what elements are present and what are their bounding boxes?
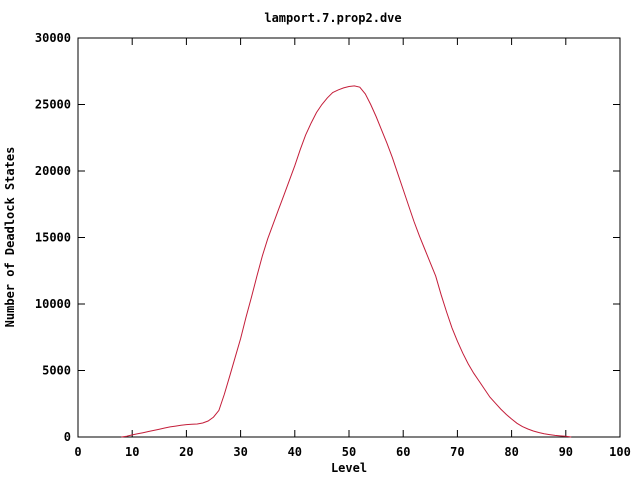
x-tick-label: 100 — [609, 445, 631, 459]
y-tick-label: 25000 — [35, 98, 71, 112]
y-axis-ticks — [78, 37, 620, 438]
x-tick-label: 60 — [396, 445, 410, 459]
x-tick-label: 0 — [74, 445, 81, 459]
y-tick-label: 10000 — [35, 297, 71, 311]
x-tick-label: 90 — [559, 445, 573, 459]
chart-title: lamport.7.prop2.dve — [264, 11, 401, 25]
x-axis-ticks — [77, 38, 621, 437]
x-tick-label: 70 — [450, 445, 464, 459]
x-tick-label: 20 — [179, 445, 193, 459]
y-tick-label: 5000 — [42, 364, 71, 378]
y-tick-label: 15000 — [35, 231, 71, 245]
x-tick-label: 80 — [504, 445, 518, 459]
x-tick-label: 40 — [288, 445, 302, 459]
y-tick-label: 0 — [64, 430, 71, 444]
x-tick-label: 50 — [342, 445, 356, 459]
y-tick-label: 30000 — [35, 31, 71, 45]
x-tick-labels: 0 10 20 30 40 50 60 70 80 90 100 — [74, 445, 630, 459]
y-tick-label: 20000 — [35, 164, 71, 178]
x-tick-label: 30 — [233, 445, 247, 459]
plot-border — [77, 37, 621, 438]
curve-polyline — [121, 85, 572, 438]
y-tick-labels: 0 5000 10000 15000 20000 25000 30000 — [35, 31, 71, 444]
data-curve — [121, 85, 572, 438]
x-tick-label: 10 — [125, 445, 139, 459]
y-axis-label: Number of Deadlock States — [3, 147, 17, 328]
x-axis-label: Level — [331, 461, 367, 475]
